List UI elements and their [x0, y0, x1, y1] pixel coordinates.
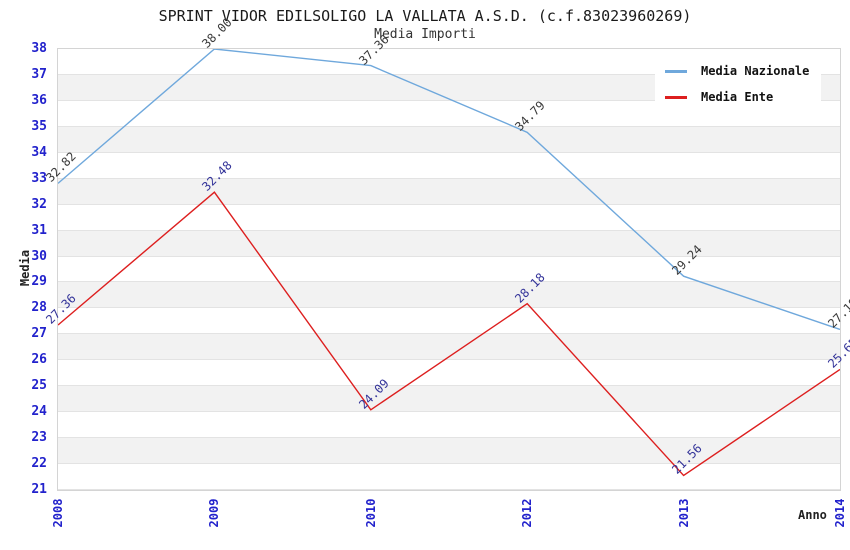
- series-lines: [57, 48, 841, 477]
- grid-band: [58, 230, 840, 257]
- x-tick-label: 2008: [51, 498, 65, 528]
- x-tick-label: 2010: [363, 498, 378, 528]
- x-tick-label: 2012: [520, 498, 535, 528]
- grid-band: [58, 152, 840, 179]
- series-line-media-ente: [57, 191, 841, 477]
- y-tick-label: 25: [31, 378, 47, 394]
- x-tick-label: 2009: [207, 498, 222, 528]
- y-tick-label: 36: [31, 92, 47, 108]
- plot-area: [57, 48, 841, 490]
- grid-band: [58, 126, 840, 153]
- y-tick-label: 28: [31, 300, 47, 316]
- y-tick-label: 35: [31, 118, 47, 134]
- y-tick-label: 29: [31, 274, 47, 290]
- legend: Media Nazionale Media Ente: [655, 53, 822, 115]
- x-tick-label: 2014: [833, 498, 847, 528]
- y-tick-label: 37: [31, 66, 47, 82]
- grid-band: [58, 360, 840, 387]
- y-tick-label: 21: [31, 482, 47, 497]
- grid-band: [58, 386, 840, 413]
- legend-label: Media Ente: [701, 90, 774, 104]
- legend-item: Media Ente: [665, 84, 809, 110]
- legend-swatch: [665, 69, 687, 73]
- chart-subtitle: Media Importi: [374, 27, 476, 42]
- y-tick-label: 33: [31, 170, 47, 186]
- y-tick-label: 30: [31, 248, 47, 264]
- y-tick-label: 27: [31, 326, 47, 342]
- grid-band: [58, 256, 840, 283]
- x-axis-title: Anno: [798, 508, 827, 522]
- y-tick-label: 32: [31, 196, 47, 212]
- series-line-media-nazionale: [57, 48, 841, 331]
- y-tick-label: 31: [31, 222, 47, 238]
- y-tick-label: 34: [31, 144, 47, 160]
- chart-title: SPRINT VIDOR EDILSOLIGO LA VALLATA A.S.D…: [158, 7, 692, 25]
- grid-band: [58, 308, 840, 335]
- legend-item: Media Nazionale: [665, 58, 809, 84]
- legend-label: Media Nazionale: [701, 64, 810, 78]
- y-tick-label: 24: [31, 404, 47, 420]
- grid-band: [58, 464, 840, 490]
- y-tick-label: 23: [31, 430, 47, 446]
- y-tick-label: 22: [31, 456, 47, 472]
- grid-band: [58, 412, 840, 439]
- y-tick-label: 38: [31, 41, 47, 56]
- legend-swatch: [665, 95, 687, 99]
- grid-band: [58, 204, 840, 231]
- grid-band: [58, 282, 840, 309]
- grid-band: [58, 438, 840, 465]
- grid-band: [58, 178, 840, 205]
- x-tick-label: 2013: [676, 498, 691, 528]
- y-tick-label: 26: [31, 352, 47, 368]
